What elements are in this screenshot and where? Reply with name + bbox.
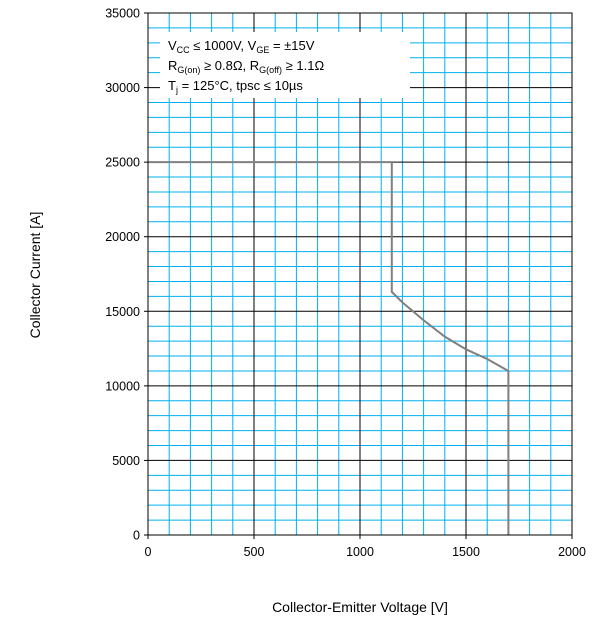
- y-tick-label: 35000: [105, 7, 140, 21]
- y-tick-label: 15000: [105, 305, 140, 319]
- annotation-background: [160, 32, 410, 98]
- x-tick-label: 0: [145, 545, 152, 559]
- y-axis: 0 5000 10000 15000 20000 25000 30000 35000: [105, 7, 148, 543]
- y-tick-label: 0: [133, 529, 140, 543]
- x-tick-label: 2000: [558, 545, 586, 559]
- y-tick-label: 30000: [105, 81, 140, 95]
- y-tick-label: 5000: [112, 454, 140, 468]
- y-tick-label: 25000: [105, 156, 140, 170]
- x-axis-title: Collector-Emitter Voltage [V]: [272, 599, 448, 615]
- x-tick-label: 1000: [346, 545, 374, 559]
- annotation-line-3: Tj = 125°C, tpsc ≤ 10µs: [168, 78, 303, 95]
- annotation-line-1: VCC ≤ 1000V, VGE = ±15V: [168, 38, 315, 55]
- annotation-line-2: RG(on) ≥ 0.8Ω, RG(off) ≥ 1.1Ω: [168, 58, 324, 75]
- y-tick-label: 10000: [105, 379, 140, 393]
- x-tick-label: 1500: [452, 545, 480, 559]
- x-axis: 0 500 1000 1500 2000: [145, 535, 586, 559]
- soa-boundary-line: [148, 161, 510, 535]
- y-tick-label: 20000: [105, 230, 140, 244]
- test-conditions-annotation: VCC ≤ 1000V, VGE = ±15V RG(on) ≥ 0.8Ω, R…: [160, 32, 410, 98]
- y-axis-title: Collector Current [A]: [27, 212, 43, 339]
- x-tick-label: 500: [244, 545, 265, 559]
